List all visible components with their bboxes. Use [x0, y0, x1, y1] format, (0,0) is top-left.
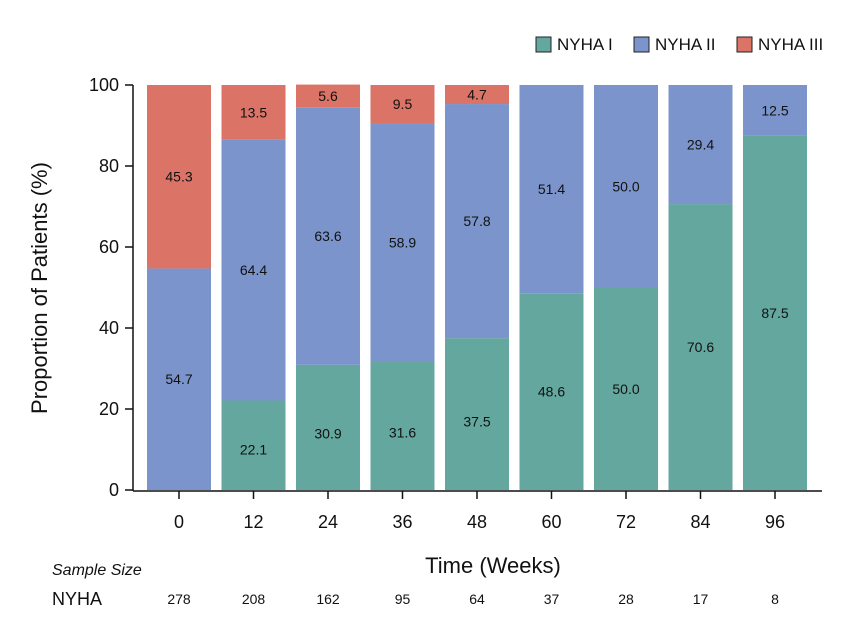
bar-segment-nyha-iii-48 — [445, 85, 509, 105]
data-label-nyha-iii-0: 45.3 — [165, 169, 192, 185]
bar-segment-nyha-i-36 — [370, 362, 435, 490]
sample-size-72: 28 — [618, 591, 634, 607]
data-label-nyha-i-72: 50.0 — [612, 381, 639, 397]
data-label-nyha-ii-24: 63.6 — [314, 228, 341, 244]
bar-segment-nyha-iii-24 — [296, 84, 360, 108]
x-tick-label-60: 60 — [541, 512, 561, 532]
data-label-nyha-iii-24: 5.6 — [318, 88, 338, 104]
data-label-nyha-i-12: 22.1 — [240, 442, 267, 458]
bar-segment-nyha-ii-12 — [221, 139, 286, 401]
data-label-nyha-ii-48: 57.8 — [463, 213, 490, 229]
legend-swatch-nyha-iii — [736, 36, 753, 53]
bar-segment-nyha-iii-12 — [221, 85, 286, 140]
legend-swatch-nyha-ii — [633, 36, 650, 53]
x-tick-label-36: 36 — [392, 512, 412, 532]
bar-segment-nyha-i-84 — [668, 204, 733, 490]
data-label-nyha-i-36: 31.6 — [389, 424, 416, 440]
sample-size-96: 8 — [771, 591, 779, 607]
data-label-nyha-i-96: 87.5 — [761, 305, 788, 321]
bar-segment-nyha-i-96 — [743, 135, 807, 490]
data-label-nyha-i-60: 48.6 — [538, 384, 565, 400]
legend-swatch-nyha-i — [535, 36, 552, 53]
sample-size-84: 17 — [693, 591, 709, 607]
x-tick-label-48: 48 — [467, 512, 487, 532]
data-label-nyha-i-24: 30.9 — [314, 426, 341, 442]
x-axis-title: Time (Weeks) — [425, 553, 561, 578]
data-label-nyha-ii-36: 58.9 — [389, 235, 416, 251]
data-label-nyha-iii-36: 9.5 — [393, 96, 413, 112]
sample-size-0: 278 — [167, 591, 191, 607]
sample-size-60: 37 — [544, 591, 560, 607]
bar-segment-nyha-i-72 — [594, 287, 658, 490]
y-tick-label-0: 0 — [109, 480, 119, 500]
bar-segment-nyha-i-60 — [519, 293, 584, 490]
data-label-nyha-ii-72: 50.0 — [612, 178, 639, 194]
x-tick-label-12: 12 — [243, 512, 263, 532]
bar-segment-nyha-ii-96 — [743, 85, 807, 136]
x-tick-label-72: 72 — [616, 512, 636, 532]
bar-segment-nyha-i-48 — [445, 338, 509, 490]
y-tick-label-60: 60 — [99, 237, 119, 257]
y-tick-label-20: 20 — [99, 399, 119, 419]
data-label-nyha-ii-84: 29.4 — [687, 137, 714, 153]
bar-segment-nyha-ii-72 — [594, 85, 658, 288]
x-tick-label-96: 96 — [765, 512, 785, 532]
data-label-nyha-iii-12: 13.5 — [240, 104, 267, 120]
x-tick-label-84: 84 — [690, 512, 710, 532]
data-label-nyha-ii-0: 54.7 — [165, 371, 192, 387]
y-tick-label-40: 40 — [99, 318, 119, 338]
x-tick-label-0: 0 — [174, 512, 184, 532]
bar-segment-nyha-ii-36 — [370, 123, 435, 363]
y-axis-title: Proportion of Patients (%) — [27, 162, 52, 414]
data-label-nyha-ii-60: 51.4 — [538, 181, 565, 197]
data-label-nyha-ii-96: 12.5 — [761, 102, 788, 118]
bar-segment-nyha-i-24 — [296, 364, 360, 490]
x-tick-label-24: 24 — [318, 512, 338, 532]
sample-size-48: 64 — [469, 591, 485, 607]
bar-segment-nyha-i-12 — [221, 400, 286, 490]
sample-size-12: 208 — [242, 591, 266, 607]
data-label-nyha-i-84: 70.6 — [687, 339, 714, 355]
sample-size-row-label: NYHA — [52, 589, 102, 609]
bar-segment-nyha-iii-0 — [147, 85, 211, 269]
bar-segment-nyha-ii-48 — [445, 104, 509, 339]
legend-label-nyha-ii: NYHA II — [655, 35, 715, 54]
y-tick-label-100: 100 — [89, 75, 119, 95]
bar-segment-nyha-ii-24 — [296, 107, 360, 365]
y-tick-label-80: 80 — [99, 156, 119, 176]
bar-segment-nyha-iii-36 — [370, 85, 435, 124]
bar-segment-nyha-ii-60 — [519, 85, 584, 294]
bar-segment-nyha-ii-0 — [147, 268, 211, 490]
legend-label-nyha-iii: NYHA III — [758, 35, 823, 54]
legend-label-nyha-i: NYHA I — [557, 35, 613, 54]
data-label-nyha-i-48: 37.5 — [463, 414, 490, 430]
sample-size-title: Sample Size — [52, 562, 142, 579]
data-label-nyha-iii-48: 4.7 — [467, 87, 487, 103]
sample-size-36: 95 — [395, 591, 411, 607]
bar-segment-nyha-ii-84 — [668, 85, 733, 205]
sample-size-24: 162 — [316, 591, 340, 607]
data-label-nyha-ii-12: 64.4 — [240, 262, 267, 278]
